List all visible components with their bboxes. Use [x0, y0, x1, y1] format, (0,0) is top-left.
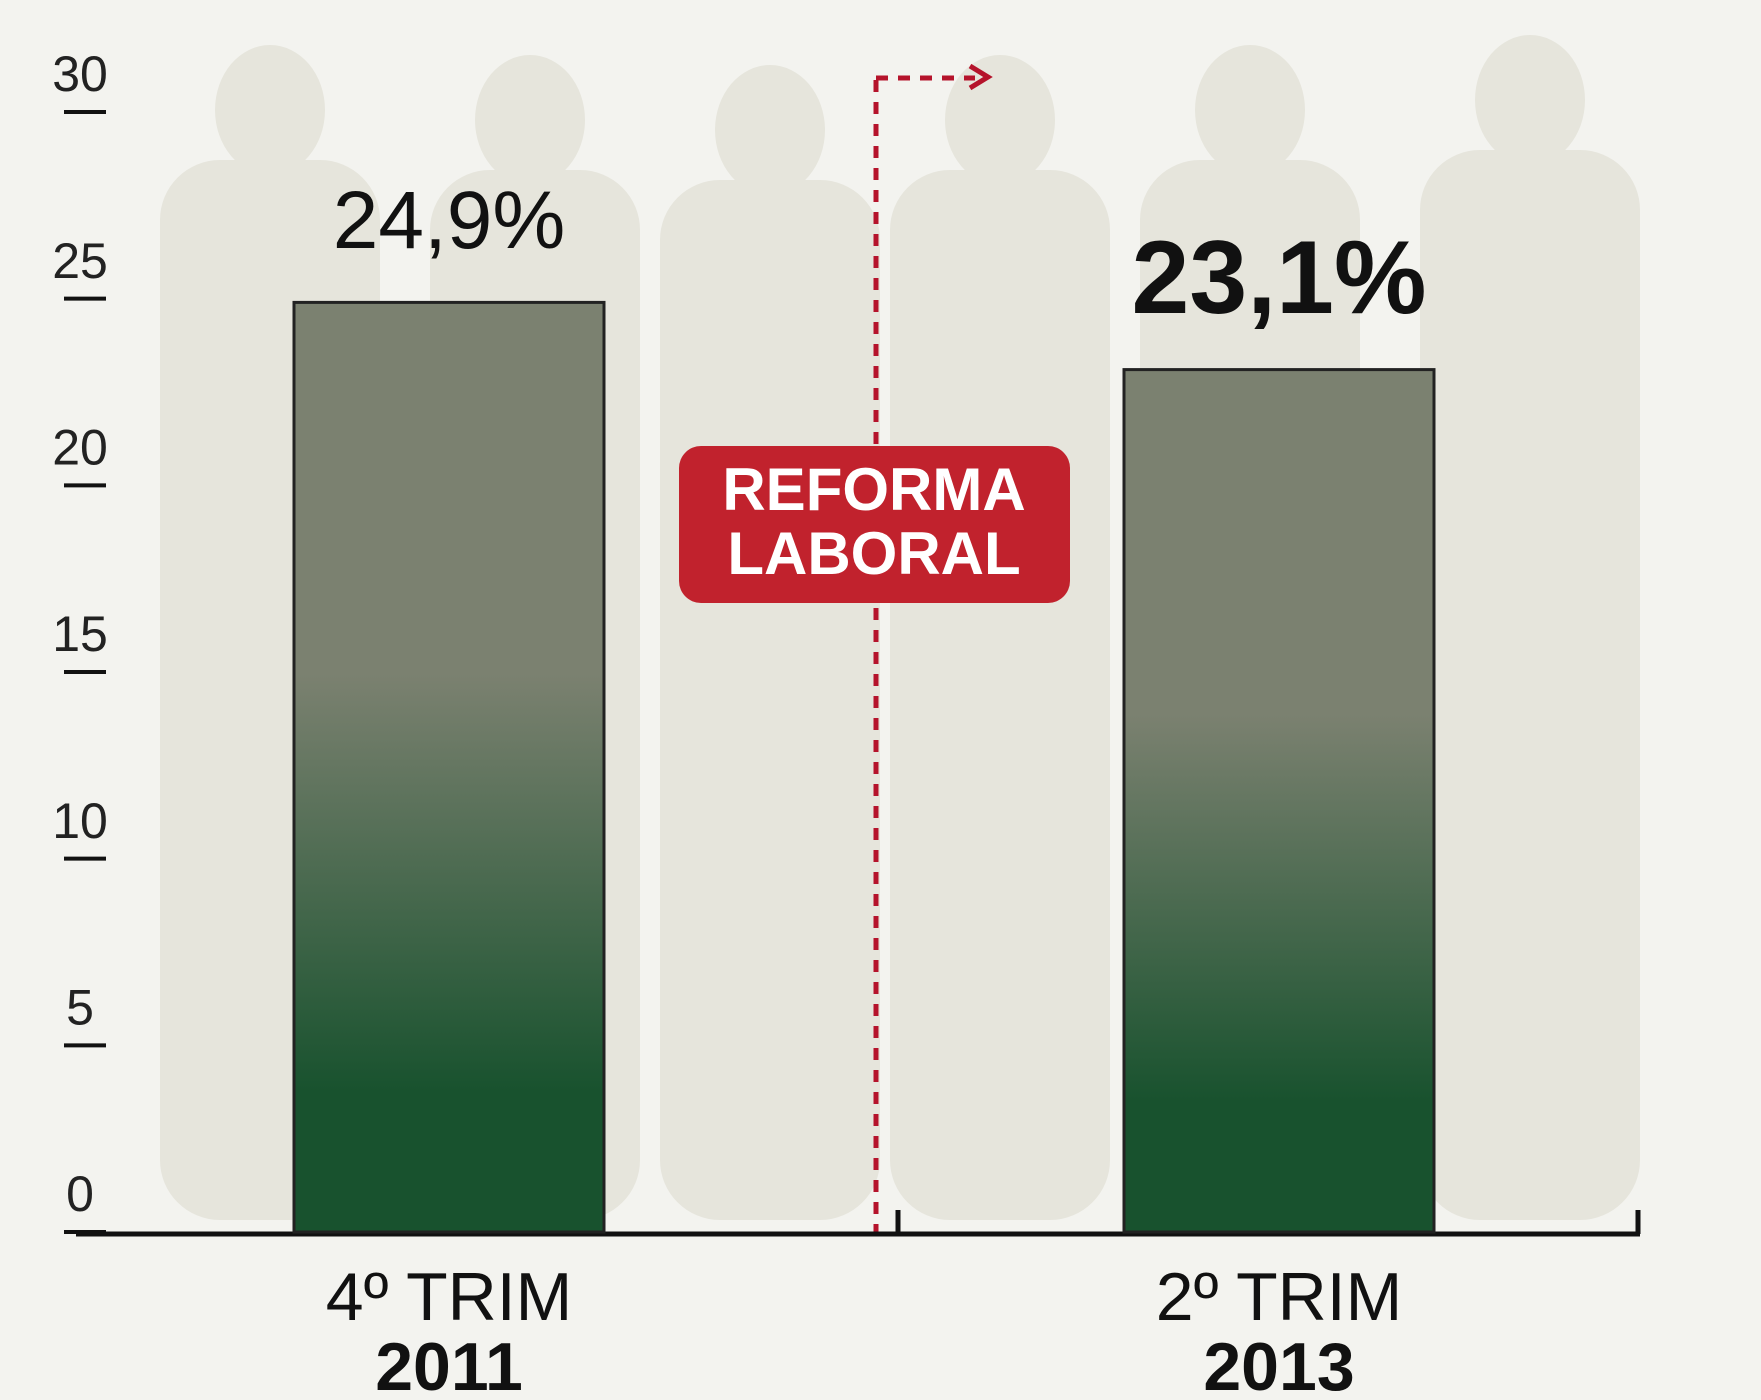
- annotation-box: [679, 446, 1070, 603]
- y-tick-label: 30: [52, 46, 108, 102]
- arrow-head: [968, 63, 993, 91]
- y-tick-label: 0: [66, 1166, 94, 1222]
- x-tick-label: 2011: [375, 1329, 523, 1400]
- annotation-text: LABORAL: [727, 520, 1020, 587]
- bar: [1122, 368, 1436, 1234]
- y-tick-label: 25: [52, 233, 108, 289]
- y-tick-label: 5: [66, 980, 94, 1036]
- y-tick-label: 20: [52, 420, 108, 476]
- y-tick-label: 15: [52, 606, 108, 662]
- annotation-text: REFORMA: [722, 456, 1025, 523]
- x-tick-label: 4º TRIM: [326, 1259, 573, 1335]
- bar: [292, 300, 606, 1234]
- x-tick-label: 2º TRIM: [1156, 1259, 1403, 1335]
- value-label: 23,1%: [1132, 220, 1427, 336]
- value-label: 24,9%: [333, 175, 566, 266]
- x-tick-label: 2013: [1203, 1329, 1354, 1400]
- y-tick-label: 10: [52, 793, 108, 849]
